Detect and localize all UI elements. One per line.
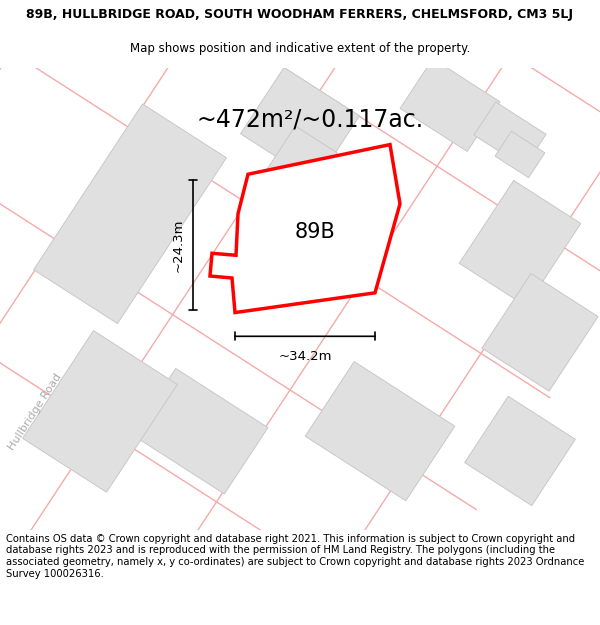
Text: Map shows position and indicative extent of the property.: Map shows position and indicative extent… <box>130 42 470 55</box>
Polygon shape <box>34 104 226 324</box>
Text: 89B: 89B <box>295 221 335 241</box>
Polygon shape <box>464 396 575 506</box>
Text: Hullbridge Road: Hullbridge Road <box>7 371 64 451</box>
Text: 89B, HULLBRIDGE ROAD, SOUTH WOODHAM FERRERS, CHELMSFORD, CM3 5LJ: 89B, HULLBRIDGE ROAD, SOUTH WOODHAM FERR… <box>26 8 574 21</box>
Text: Contains OS data © Crown copyright and database right 2021. This information is : Contains OS data © Crown copyright and d… <box>6 534 584 579</box>
Polygon shape <box>132 368 268 494</box>
Polygon shape <box>459 181 581 306</box>
Polygon shape <box>210 144 400 312</box>
Polygon shape <box>495 131 545 178</box>
Text: ~24.3m: ~24.3m <box>172 218 185 272</box>
Polygon shape <box>474 102 546 168</box>
Polygon shape <box>263 126 337 202</box>
Polygon shape <box>482 274 598 391</box>
Polygon shape <box>23 331 178 492</box>
Text: ~34.2m: ~34.2m <box>278 350 332 363</box>
Text: ~472m²/~0.117ac.: ~472m²/~0.117ac. <box>196 108 424 132</box>
Polygon shape <box>241 68 359 182</box>
Polygon shape <box>400 59 500 151</box>
Polygon shape <box>305 362 455 501</box>
